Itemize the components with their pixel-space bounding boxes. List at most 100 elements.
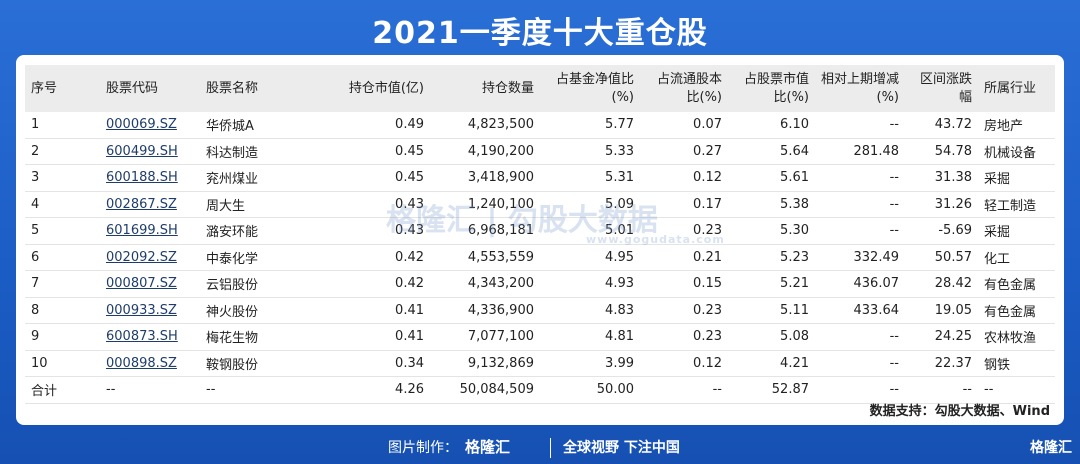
table-cell: 梅花生物 (200, 323, 300, 351)
table-cell: 0.21 (640, 244, 728, 271)
table-cell: 5.01 (540, 217, 640, 245)
table-cell: 600499.SH (100, 138, 200, 165)
table-cell: 6,968,181 (430, 217, 540, 245)
table-cell: 7,077,100 (430, 323, 540, 351)
table-row: 8 000933.SZ 神火股份 0.41 4,336,900 4.83 0.23 5.11 4… (25, 297, 1055, 324)
table-cell: 云铝股份 (200, 270, 300, 298)
table-cell: 4 (25, 191, 100, 218)
column-header: 区间涨跌幅 (905, 65, 978, 112)
table-cell: 房地产 (978, 112, 1055, 139)
table-cell: -- (905, 376, 978, 404)
table-cell: 19.05 (905, 297, 978, 324)
table-cell: 3.99 (540, 350, 640, 377)
table-cell: 3 (25, 164, 100, 192)
watermark-brand: 格隆汇 (386, 203, 476, 238)
table-cell: 4,823,500 (430, 112, 540, 139)
table-cell: 5.33 (540, 138, 640, 165)
table-row: 6 002092.SZ 中泰化学 0.42 4,553,559 4.95 0.21 5.23 3… (25, 244, 1055, 271)
title: 2021一季度十大重仓股 (372, 16, 708, 51)
table-cell: 神火股份 (200, 297, 300, 324)
table-row: 4 002867.SZ 周大生 0.43 1,240,100 5.09 0.17 5.38 --… (25, 191, 1055, 218)
table-cell: 合计 (25, 376, 100, 404)
table-row: 5 601699.SH 潞安环能 0.43 6,968,181 5.01 0.23 5.30-… (25, 217, 1055, 245)
table-cell: 4,336,900 (430, 297, 540, 324)
column-header: 序号 (25, 65, 100, 112)
table-cell: 50,084,509 (430, 376, 540, 404)
table-row: 1 000069.SZ 华侨城A 0.49 4,823,500 5.77 0.07 6.10-… (25, 112, 1055, 139)
table-cell: 1 (25, 112, 100, 139)
table-cell: 000898.SZ (100, 350, 200, 377)
table-cell: -- (815, 217, 905, 245)
table-cell: 600873.SH (100, 323, 200, 351)
table-cell: 中泰化学 (200, 244, 300, 271)
column-header: 占股票市值比(%) (728, 65, 815, 112)
table-cell: 0.43 (300, 217, 430, 245)
slogan: 全球视野 下注中国 (563, 440, 680, 456)
table-cell: 3,418,900 (430, 164, 540, 192)
table-cell: 6.10 (728, 112, 815, 139)
table-cell: 0.45 (300, 164, 430, 192)
table-cell: 4,343,200 (430, 270, 540, 298)
table-cell: 0.42 (300, 270, 430, 298)
table-cell: 50.57 (905, 244, 978, 271)
table-row: 9 600873.SH 梅花生物 0.41 7,077,100 4.81 0.23 5.08-… (25, 323, 1055, 351)
header-row: 序号 股票代码 股票名称 持仓市值(亿) 持仓数量 占基金净值比(%) 占流通股本比(%) 占… (25, 65, 1055, 112)
table-cell: -- (815, 350, 905, 377)
table-cell: 5.08 (728, 323, 815, 351)
column-header: 占流通股本比(%) (640, 65, 728, 112)
table-row: 2 600499.SH 科达制造 0.45 4,190,200 5.33 0.27 5.64 2… (25, 138, 1055, 165)
table-cell: 9,132,869 (430, 350, 540, 377)
table-cell: 0.34 (300, 350, 430, 377)
table-cell: 0.12 (640, 164, 728, 192)
column-header: 股票名称 (200, 65, 300, 112)
table-cell: 轻工制造 (978, 191, 1055, 218)
table-cell: 4.26 (300, 376, 430, 404)
table-cell: 31.38 (905, 164, 978, 192)
table-cell: 0.23 (640, 323, 728, 351)
table-cell: 6 (25, 244, 100, 271)
table-cell: 0.12 (640, 350, 728, 377)
made-by: 图片制作： (388, 440, 458, 456)
table-cell: 化工 (978, 244, 1055, 271)
footer: 图片制作： 格隆汇 全球视野 下注中国 格隆汇 (0, 430, 1080, 464)
table-cell: -- (815, 164, 905, 192)
source: 数据支持：勾股大数据、Wind (869, 404, 1050, 419)
table-cell: 有色金属 (978, 270, 1055, 298)
table-body: 1 000069.SZ 华侨城A 0.49 4,823,500 5.77 0.07 6.10-… (25, 112, 1055, 404)
table-row: 10 000898.SZ 鞍钢股份 0.34 9,132,869 3.99 0.12 4.21… (25, 350, 1055, 377)
table-cell: 000807.SZ (100, 270, 200, 298)
logo: 格隆汇 (465, 438, 511, 456)
panel: 序号 股票代码 股票名称 持仓市值(亿) 持仓数量 占基金净值比(%) 占流通股本比(%) 占… (16, 55, 1064, 425)
watermark: 格隆汇 | 勾股大数据 www.gogudata.com (386, 203, 725, 246)
table-cell: 002867.SZ (100, 191, 200, 218)
table-cell: 24.25 (905, 323, 978, 351)
table-cell: 周大生 (200, 191, 300, 218)
table-cell: 0.23 (640, 297, 728, 324)
table-cell: 0.43 (300, 191, 430, 218)
table-cell: 5.61 (728, 164, 815, 192)
table-cell: 5.77 (540, 112, 640, 139)
table: 序号 股票代码 股票名称 持仓市值(亿) 持仓数量 占基金净值比(%) 占流通股本比(%) 占… (25, 65, 1055, 404)
table-cell: 0.23 (640, 217, 728, 245)
table-cell: 5.23 (728, 244, 815, 271)
table-cell: 华侨城A (200, 112, 300, 139)
table-cell: 兖州煤业 (200, 164, 300, 192)
column-header: 占基金净值比(%) (540, 65, 640, 112)
separator (550, 438, 551, 458)
table-cell: 0.41 (300, 323, 430, 351)
table-cell: 50.00 (540, 376, 640, 404)
table-cell: 600188.SH (100, 164, 200, 192)
table-cell: -- (815, 323, 905, 351)
table-cell: 科达制造 (200, 138, 300, 165)
column-header: 持仓市值(亿) (300, 65, 430, 112)
table-row: 合计 -- -- 4.26 50,084,509 50.00 -- 52.87 -- -- -- (25, 376, 1055, 404)
table-cell: 4.95 (540, 244, 640, 271)
table-cell: -- (815, 376, 905, 404)
table-cell: 0.42 (300, 244, 430, 271)
table-cell: 有色金属 (978, 297, 1055, 324)
table-cell: 43.72 (905, 112, 978, 139)
table-cell: 4,553,559 (430, 244, 540, 271)
watermark-data-brand: 勾股大数据 (507, 203, 658, 238)
table-cell: 5.30 (728, 217, 815, 245)
